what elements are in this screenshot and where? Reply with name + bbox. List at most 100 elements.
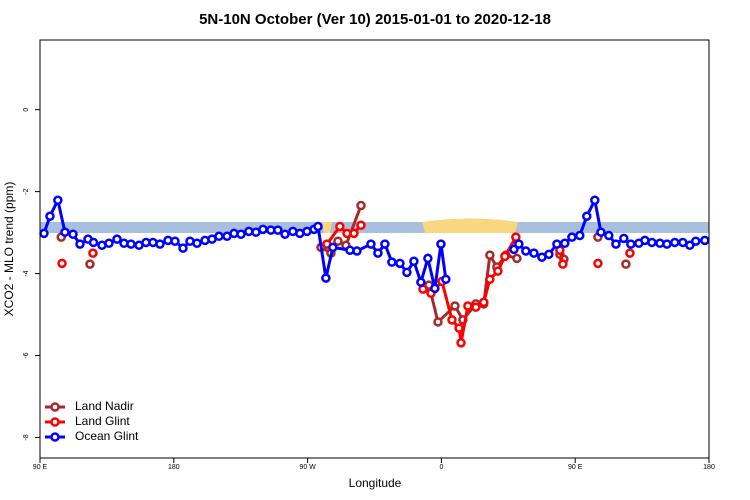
data-point [552, 239, 562, 249]
legend-label: Land Nadir [75, 399, 134, 413]
data-point [485, 274, 495, 285]
data-point [352, 246, 362, 256]
data-point [691, 236, 701, 246]
data-point [333, 236, 343, 246]
data-point [560, 238, 570, 249]
data-point [395, 258, 405, 269]
data-point [544, 249, 554, 260]
data-point [88, 237, 99, 248]
data-point [512, 253, 522, 264]
data-point [685, 240, 695, 251]
ocean-band [40, 222, 709, 233]
legend-label: Land Glint [75, 414, 130, 428]
legend-marker [50, 402, 60, 412]
data-point [258, 224, 268, 235]
data-point [436, 239, 446, 249]
y-tick-label: -8 [23, 434, 30, 440]
data-point [380, 239, 390, 249]
data-point [273, 225, 283, 235]
data-point [178, 243, 188, 253]
data-point [456, 338, 466, 348]
data-point [373, 248, 383, 258]
data-point [593, 258, 603, 269]
data-point [236, 229, 246, 239]
data-point [39, 228, 49, 239]
data-point [155, 239, 165, 249]
data-point [214, 231, 224, 242]
data-point [596, 227, 606, 237]
data-point [604, 230, 614, 241]
plot-area [39, 195, 710, 348]
data-point [423, 253, 433, 264]
data-point [514, 239, 524, 249]
data-point [280, 229, 290, 239]
data-point [567, 232, 577, 242]
data-point [558, 259, 568, 269]
data-point [85, 259, 95, 269]
data-point [433, 317, 443, 327]
data-point [447, 315, 457, 325]
data-point [430, 283, 440, 294]
data-point [647, 237, 657, 248]
y-tick-label: 0 [23, 108, 30, 112]
data-point [450, 301, 460, 311]
x-tick-label: 180 [703, 464, 715, 471]
data-point [625, 248, 635, 258]
data-point [387, 257, 397, 267]
plot-frame [39, 39, 710, 459]
data-point [509, 244, 519, 255]
data-point [409, 256, 419, 267]
legend-marker [50, 417, 60, 427]
data-point [104, 238, 114, 249]
y-axis-label: XCO2 - MLO trend (ppm) [2, 182, 16, 317]
data-point [53, 195, 63, 205]
data-point [611, 239, 621, 249]
data-point [485, 250, 495, 260]
data-point [402, 267, 412, 278]
y-tick-label: -2 [23, 188, 30, 194]
data-point [88, 248, 98, 258]
data-point [356, 220, 366, 230]
x-axis-label: Longitude [349, 476, 402, 490]
data-point [500, 251, 510, 262]
data-point [244, 226, 254, 237]
data-point [366, 239, 376, 249]
data-point [60, 227, 70, 237]
x-tick-label: 90 E [33, 464, 48, 471]
land-band [422, 218, 518, 233]
x-tick-label: 180 [168, 464, 180, 471]
data-point [621, 259, 631, 269]
data-point [590, 195, 600, 205]
data-point [670, 237, 680, 248]
data-point [463, 301, 473, 311]
data-point [349, 228, 359, 239]
x-tick-label: 90 E [568, 464, 583, 471]
data-point [575, 230, 585, 241]
data-point [471, 302, 481, 312]
y-tick-label: -6 [23, 352, 30, 358]
data-point [626, 239, 636, 249]
data-point [619, 233, 629, 244]
land-band [322, 222, 332, 233]
chart-title: 5N-10N October (Ver 10) 2015-01-01 to 20… [199, 11, 551, 28]
data-point [454, 323, 464, 333]
data-point [529, 248, 539, 258]
data-point [335, 221, 345, 232]
data-point [700, 235, 710, 246]
data-point [521, 246, 531, 256]
data-point [45, 211, 55, 221]
data-point [662, 239, 672, 249]
data-point [582, 211, 592, 221]
data-point [192, 238, 202, 249]
x-tick-label: 0 [439, 464, 443, 471]
data-point [356, 200, 366, 211]
data-point [170, 236, 180, 246]
x-tick-label: 90 W [299, 464, 316, 471]
legend-marker [50, 432, 60, 442]
data-point [112, 234, 122, 244]
mask-band [40, 218, 709, 233]
y-tick-label: -4 [23, 270, 30, 276]
data-point [416, 277, 426, 287]
